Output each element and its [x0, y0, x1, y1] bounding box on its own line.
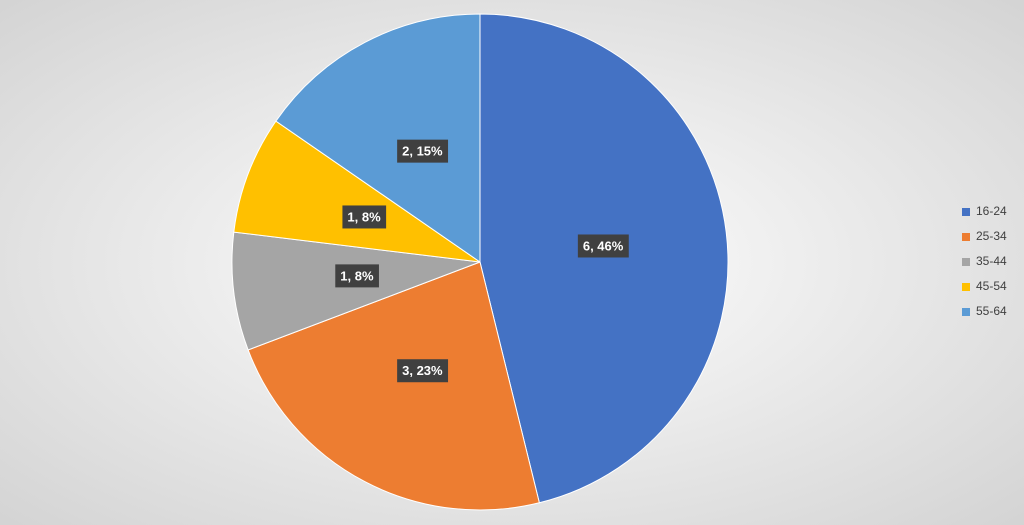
data-label: 1, 8% [342, 205, 387, 229]
legend-label: 35-44 [976, 254, 1007, 268]
legend-label: 55-64 [976, 304, 1007, 318]
data-label-box [397, 359, 449, 383]
data-label: 6, 46% [577, 234, 629, 258]
legend: 16-24 25-34 35-44 45-54 55-64 [962, 204, 1007, 318]
data-label-text: 1, 8% [340, 268, 374, 283]
pie-slice [247, 261, 540, 511]
pie-slice [479, 13, 729, 504]
legend-swatch [962, 208, 970, 216]
pie-slice [233, 120, 481, 263]
data-labels: 6, 46% 3, 23% 1, 8% 1, 8% 2, 15% [335, 139, 629, 383]
pie-slice [231, 231, 481, 351]
data-label: 1, 8% [335, 264, 379, 288]
pie [231, 13, 729, 511]
legend-swatch [962, 233, 970, 241]
data-label-box [335, 264, 379, 288]
data-label-box [342, 205, 387, 229]
data-label-text: 1, 8% [347, 209, 381, 224]
data-label-box [577, 234, 629, 258]
legend-label: 25-34 [976, 229, 1007, 243]
legend-swatch [962, 283, 970, 291]
pie-slice [275, 13, 481, 263]
legend-label: 16-24 [976, 204, 1007, 218]
legend-swatch [962, 258, 970, 266]
data-label: 2, 15% [397, 139, 449, 163]
data-label-text: 3, 23% [402, 363, 443, 378]
data-label-box [397, 139, 449, 163]
data-label: 3, 23% [397, 359, 449, 383]
data-label-text: 2, 15% [402, 144, 443, 159]
data-label-text: 6, 46% [583, 238, 624, 253]
legend-label: 45-54 [976, 279, 1007, 293]
legend-swatch [962, 308, 970, 316]
